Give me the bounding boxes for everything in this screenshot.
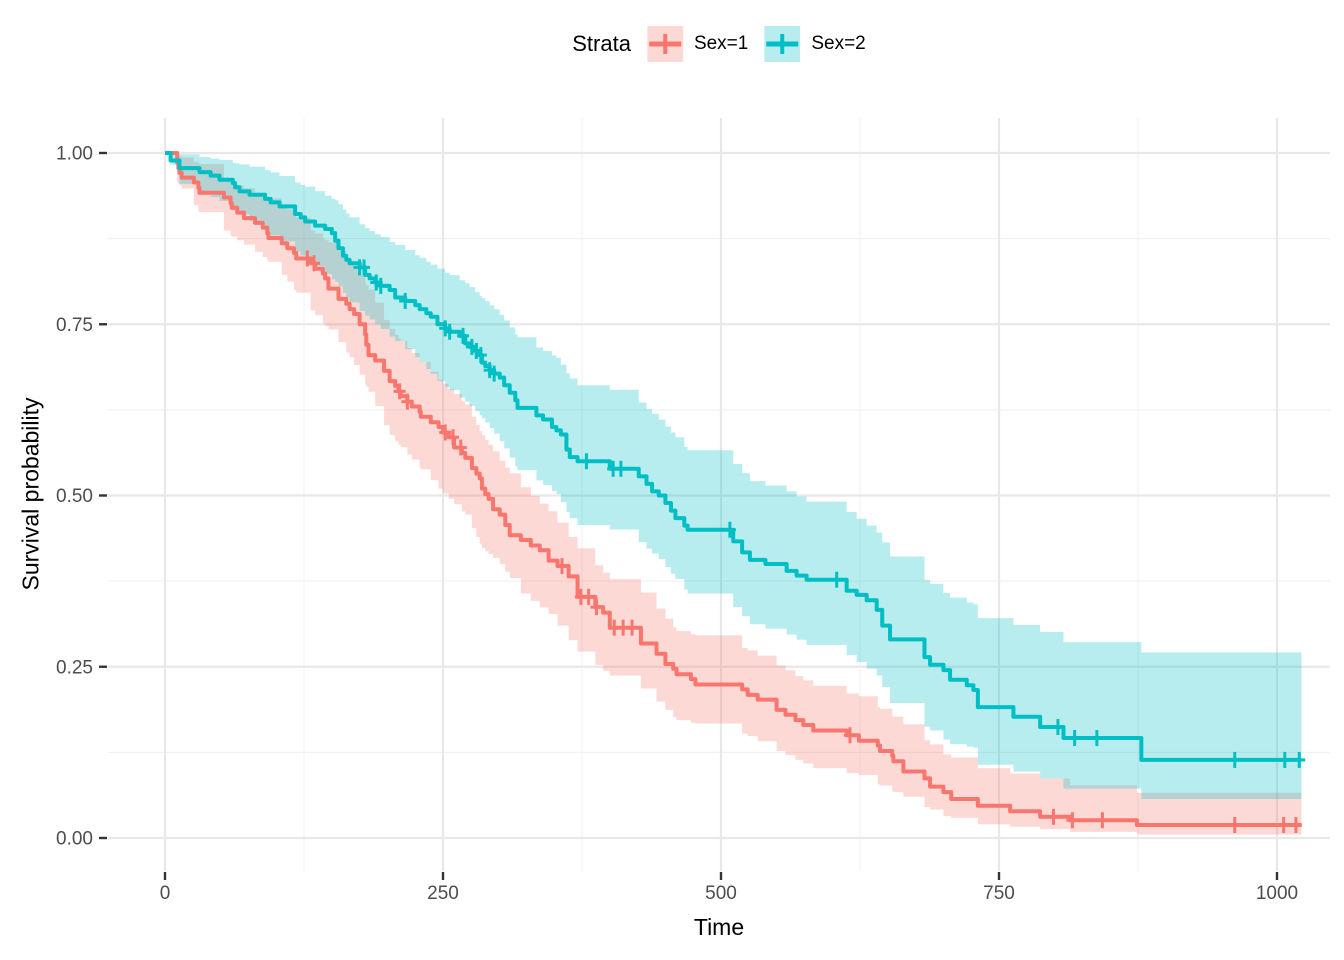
svg-text:0.75: 0.75 [56,315,93,336]
censor-marks-sex1 [301,250,1302,833]
svg-text:1000: 1000 [1256,883,1298,904]
svg-text:750: 750 [983,883,1015,904]
svg-text:500: 500 [705,883,737,904]
svg-text:250: 250 [427,883,459,904]
y-axis-tick-labels: 1.00 0.75 0.50 0.25 0.00 [56,144,93,850]
confidence-band-sex2 [165,153,1302,799]
legend-title: Strata [572,31,631,56]
legend-key-sex2-icon [764,26,801,62]
y-axis-title: Survival probability [17,397,44,591]
confidence-band-sex1 [165,153,1302,835]
legend-item-sex1: Sex=1 [646,26,749,62]
y-axis-ticks [99,151,107,840]
legend-key-sex1-icon [646,26,683,62]
survival-curve-sex1 [165,151,1302,827]
x-axis-tick-labels: 0 250 500 750 1000 [160,883,1298,904]
legend-label-sex1: Sex=1 [693,33,749,54]
legend-label-sex2: Sex=2 [811,33,866,54]
svg-text:0.25: 0.25 [56,657,93,678]
svg-text:0.00: 0.00 [56,829,93,850]
legend: Strata Sex=1 Sex=2 [572,26,866,62]
svg-text:0.50: 0.50 [56,486,93,507]
x-axis-ticks [163,872,1279,880]
svg-text:0: 0 [160,883,171,904]
censor-marks-sex2 [353,259,1306,768]
legend-item-sex2: Sex=2 [764,26,866,62]
gridlines [108,118,1330,871]
x-axis-title: Time [693,914,745,940]
svg-text:1.00: 1.00 [56,144,93,165]
